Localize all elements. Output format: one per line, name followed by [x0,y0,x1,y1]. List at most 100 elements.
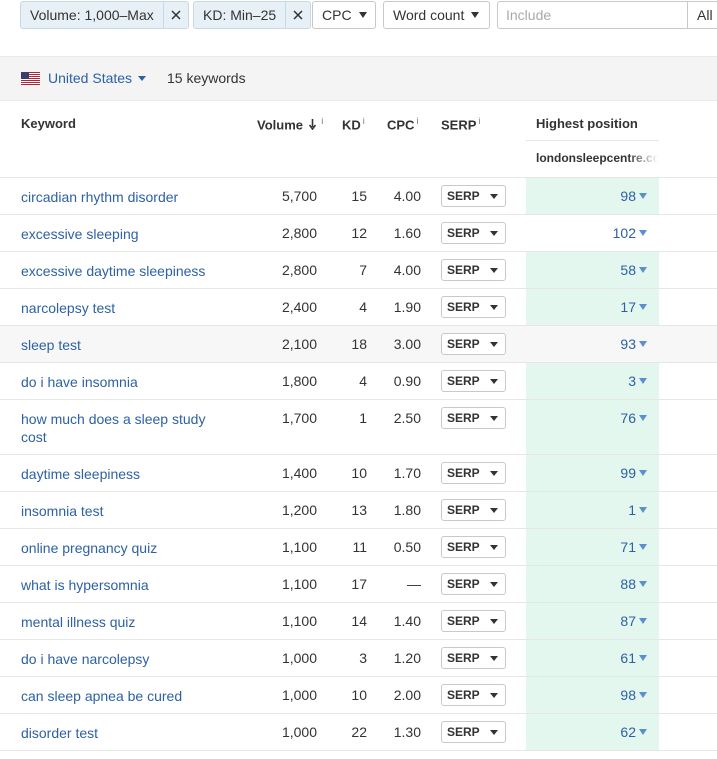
chevron-down-icon [639,692,647,698]
position-dropdown[interactable]: 58 [560,262,647,278]
keyword-link[interactable]: disorder test [21,725,99,741]
serp-button[interactable]: SERP [441,296,506,318]
serp-button[interactable]: SERP [441,185,506,207]
serp-button[interactable]: SERP [441,536,506,558]
cpc-value: 1.80 [393,502,421,518]
table-row: what is hypersomnia 1,100 17 — SERP 88 [0,566,717,603]
cpc-value: — [407,576,421,592]
cpc-header[interactable]: CPC i [387,116,419,133]
serp-header: SERP i [441,116,481,133]
chevron-down-icon [639,729,647,735]
info-icon[interactable]: i [362,116,365,126]
position-dropdown[interactable]: 88 [560,576,647,592]
serp-button-label: SERP [447,651,480,665]
position-dropdown[interactable]: 61 [560,650,647,666]
position-value: 17 [620,299,636,315]
close-icon[interactable] [285,2,310,28]
include-input[interactable] [497,1,688,29]
cpc-filter-button[interactable]: CPC [312,1,376,29]
info-icon[interactable]: i [416,116,419,126]
keyword-link[interactable]: how much does a sleep study cost [21,411,206,445]
keyword-link[interactable]: insomnia test [21,503,104,519]
position-dropdown[interactable]: 98 [560,188,647,204]
serp-button[interactable]: SERP [441,684,506,706]
kd-filter-label: KD: Min–25 [203,7,277,23]
serp-button[interactable]: SERP [441,573,506,595]
position-dropdown[interactable]: 76 [560,410,647,426]
position-dropdown[interactable]: 17 [560,299,647,315]
keyword-link[interactable]: narcolepsy test [21,300,116,316]
cpc-value: 2.50 [393,410,421,426]
country-label: United States [48,70,133,86]
chevron-down-icon [138,75,147,81]
serp-button[interactable]: SERP [441,222,506,244]
table-row: do i have narcolepsy 1,000 3 1.20 SERP 6… [0,640,717,677]
volume-value: 1,000 [281,724,317,740]
chevron-down-icon [489,507,498,513]
info-icon[interactable]: i [321,116,324,126]
position-dropdown[interactable]: 87 [560,613,647,629]
word-count-filter-button[interactable]: Word count [383,1,490,29]
position-dropdown[interactable]: 1 [560,502,647,518]
position-dropdown[interactable]: 3 [560,373,647,389]
position-value: 98 [620,687,636,703]
volume-value: 2,800 [281,262,317,278]
keyword-link[interactable]: excessive sleeping [21,226,139,242]
position-dropdown[interactable]: 93 [560,336,647,352]
volume-header[interactable]: Volume i [257,116,324,133]
table-row: circadian rhythm disorder 5,700 15 4.00 … [0,178,717,215]
table-row: daytime sleepiness 1,400 10 1.70 SERP 99 [0,455,717,492]
position-dropdown[interactable]: 102 [560,225,647,241]
serp-button[interactable]: SERP [441,370,506,392]
serp-button[interactable]: SERP [441,407,506,429]
position-value: 76 [620,410,636,426]
serp-button[interactable]: SERP [441,333,506,355]
table-row: insomnia test 1,200 13 1.80 SERP 1 [0,492,717,529]
position-dropdown[interactable]: 62 [560,724,647,740]
keyword-link[interactable]: what is hypersomnia [21,577,149,593]
serp-button[interactable]: SERP [441,462,506,484]
position-dropdown[interactable]: 71 [560,539,647,555]
keyword-link[interactable]: can sleep apnea be cured [21,688,183,704]
volume-value: 1,200 [281,502,317,518]
info-icon[interactable]: i [478,116,481,126]
volume-value: 1,700 [281,410,317,426]
keyword-link[interactable]: circadian rhythm disorder [21,189,179,205]
cpc-value: 1.60 [393,225,421,241]
table-row: online pregnancy quiz 1,100 11 0.50 SERP… [0,529,717,566]
sort-down-icon [308,119,316,131]
cpc-value: 1.40 [393,613,421,629]
keyword-link[interactable]: sleep test [21,337,81,353]
kd-value: 22 [351,724,367,740]
close-icon[interactable] [162,2,188,28]
keyword-link[interactable]: mental illness quiz [21,614,136,630]
keyword-header[interactable]: Keyword [21,116,76,131]
volume-value: 1,100 [281,613,317,629]
all-dropdown-button[interactable]: All [687,1,717,29]
serp-button[interactable]: SERP [441,721,506,743]
serp-button[interactable]: SERP [441,259,506,281]
us-flag-icon [21,72,40,85]
keyword-link[interactable]: do i have narcolepsy [21,651,150,667]
position-dropdown[interactable]: 98 [560,687,647,703]
kd-filter-chip[interactable]: KD: Min–25 [193,1,312,29]
keyword-link[interactable]: online pregnancy quiz [21,540,158,556]
volume-value: 1,100 [281,576,317,592]
country-selector[interactable]: United States [48,70,147,86]
keyword-link[interactable]: do i have insomnia [21,374,138,390]
serp-button[interactable]: SERP [441,610,506,632]
kd-value: 4 [359,299,367,315]
position-dropdown[interactable]: 99 [560,465,647,481]
keyword-link[interactable]: excessive daytime sleepiness [21,263,206,279]
position-value: 93 [620,336,636,352]
kd-header[interactable]: KD i [342,116,365,133]
serp-button-label: SERP [447,337,480,351]
chevron-down-icon [489,378,498,384]
chevron-down-icon [639,618,647,624]
serp-button[interactable]: SERP [441,499,506,521]
volume-filter-chip[interactable]: Volume: 1,000–Max [20,1,189,29]
volume-value: 1,800 [281,373,317,389]
serp-button[interactable]: SERP [441,647,506,669]
keyword-link[interactable]: daytime sleepiness [21,466,141,482]
highest-position-header[interactable]: Highest position [536,116,638,131]
